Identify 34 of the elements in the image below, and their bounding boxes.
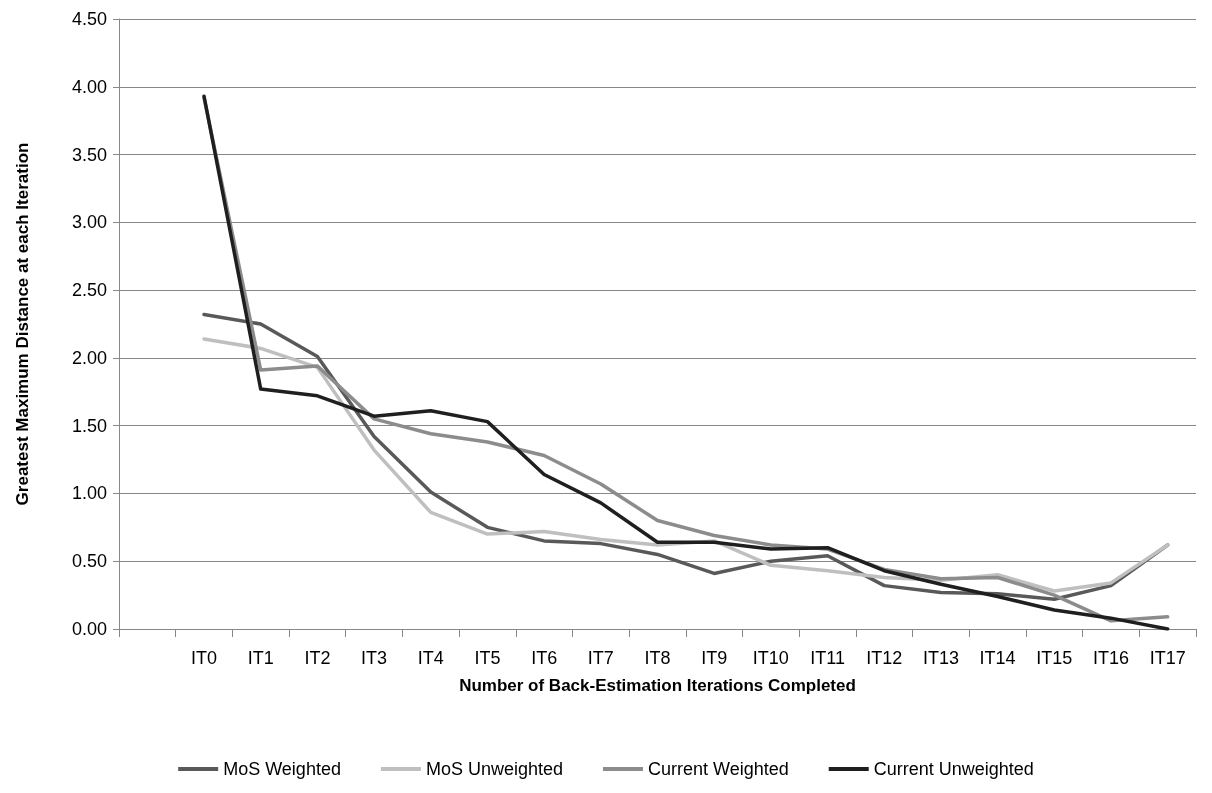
x-tick-label: IT6 <box>531 648 558 668</box>
legend-label: MoS Weighted <box>223 759 341 779</box>
y-tick-label: 1.00 <box>71 483 107 504</box>
x-tick-label: IT10 <box>752 648 789 668</box>
x-tick-label: IT17 <box>1149 648 1186 668</box>
y-tick-label: 0.50 <box>71 551 107 572</box>
legend-label: Current Unweighted <box>873 759 1034 779</box>
legend-label: MoS Unweighted <box>425 759 563 779</box>
y-axis-title: Greatest Maximum Distance at each Iteration <box>13 142 32 506</box>
x-tick-label: IT8 <box>644 648 671 668</box>
y-tick-label: 0.00 <box>71 619 107 639</box>
y-tick-label: 3.50 <box>71 144 107 165</box>
x-tick-label: IT3 <box>361 648 388 668</box>
x-tick-label: IT9 <box>701 648 728 668</box>
y-tick-label: 2.50 <box>71 280 107 301</box>
x-tick-label: IT4 <box>417 648 444 668</box>
x-tick-label: IT14 <box>979 648 1016 668</box>
x-tick-label: IT13 <box>922 648 959 668</box>
x-tick-label: IT16 <box>1092 648 1129 668</box>
x-tick-label: IT2 <box>304 648 331 668</box>
x-tick-label: IT5 <box>474 648 501 668</box>
y-tick-label: 4.50 <box>71 9 107 29</box>
x-tick-label: IT7 <box>587 648 614 668</box>
x-tick-label: IT0 <box>191 648 218 668</box>
y-tick-label: 4.00 <box>71 76 107 97</box>
x-tick-label: IT15 <box>1036 648 1073 668</box>
x-tick-label: IT12 <box>866 648 903 668</box>
x-axis-title: Number of Back-Estimation Iterations Completed <box>459 676 856 695</box>
x-tick-label: IT1 <box>247 648 274 668</box>
x-tick-label: IT11 <box>810 648 845 668</box>
y-tick-label: 1.50 <box>71 415 107 436</box>
y-tick-label: 3.00 <box>71 212 107 233</box>
y-tick-label: 2.00 <box>71 347 107 368</box>
legend-label: Current Weighted <box>647 759 789 779</box>
